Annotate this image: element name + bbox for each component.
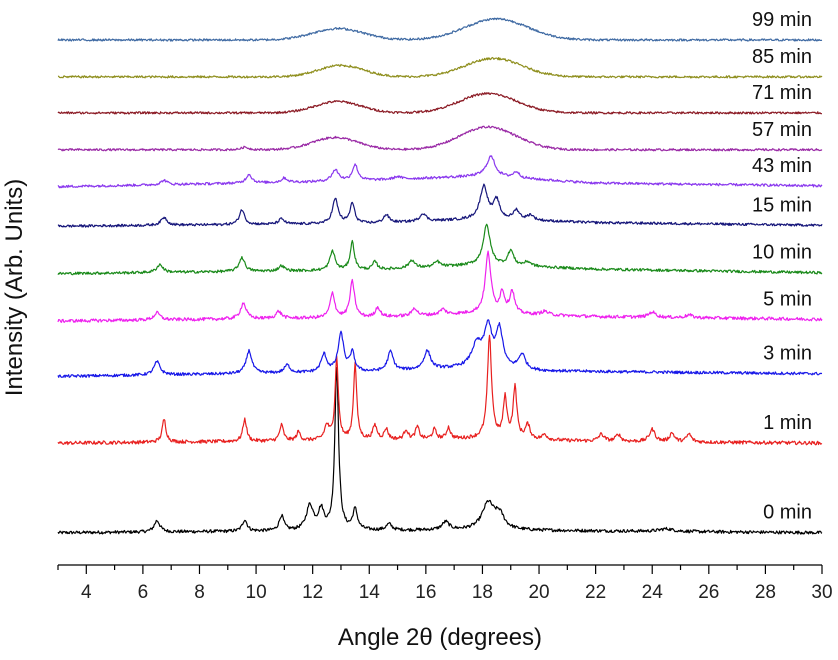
series-line-43-min	[57, 155, 823, 189]
series-line-3-min	[57, 319, 823, 378]
x-tick-label-6: 6	[138, 582, 149, 603]
series-line-5-min	[57, 250, 823, 323]
x-tick-label-28: 28	[755, 582, 776, 603]
x-tick-label-20: 20	[528, 582, 549, 603]
series-label-10-min: 10 min	[752, 242, 812, 264]
x-tick-label-24: 24	[642, 582, 664, 603]
series-label-85-min: 85 min	[752, 46, 812, 68]
series-line-10-min	[57, 223, 823, 276]
series-line-57-min	[57, 125, 823, 152]
series-label-1-min: 1 min	[763, 412, 812, 434]
series-label-57-min: 57 min	[752, 119, 812, 141]
x-tick-label-26: 26	[698, 582, 719, 603]
x-tick-label-22: 22	[585, 582, 606, 603]
series-label-0-min: 0 min	[763, 502, 812, 524]
series-line-99-min	[57, 17, 823, 42]
x-tick-label-16: 16	[415, 582, 436, 603]
x-tick-label-10: 10	[246, 582, 267, 603]
x-tick-label-4: 4	[81, 582, 92, 603]
x-tick-label-8: 8	[194, 582, 205, 603]
x-axis-title: Angle 2θ (degrees)	[338, 624, 542, 651]
x-tick-label-30: 30	[811, 582, 832, 603]
series-labels: 0 min 1 min 3 min 5 min 10 min 15 min 43 min 57…	[752, 9, 812, 524]
series-line-15-min	[57, 183, 823, 228]
x-tick-label-12: 12	[302, 582, 323, 603]
series-label-3-min: 3 min	[763, 343, 812, 365]
x-axis-ticks: 4 6 8 10 12 14 16 18 20 22 24 26 28 30	[57, 565, 833, 603]
series-label-15-min: 15 min	[752, 194, 812, 216]
x-tick-label-14: 14	[359, 582, 381, 603]
series-label-99-min: 99 min	[752, 9, 812, 31]
series-label-5-min: 5 min	[763, 288, 812, 310]
series-line-71-min	[57, 92, 822, 115]
series-label-43-min: 43 min	[752, 155, 812, 177]
y-axis-title: Intensity (Arb. Units)	[1, 179, 28, 396]
series-curves	[57, 17, 823, 535]
series-line-1-min	[57, 334, 823, 446]
series-line-0-min	[57, 367, 823, 535]
series-label-71-min: 71 min	[752, 82, 812, 104]
x-tick-label-18: 18	[472, 582, 493, 603]
series-line-85-min	[57, 56, 823, 79]
